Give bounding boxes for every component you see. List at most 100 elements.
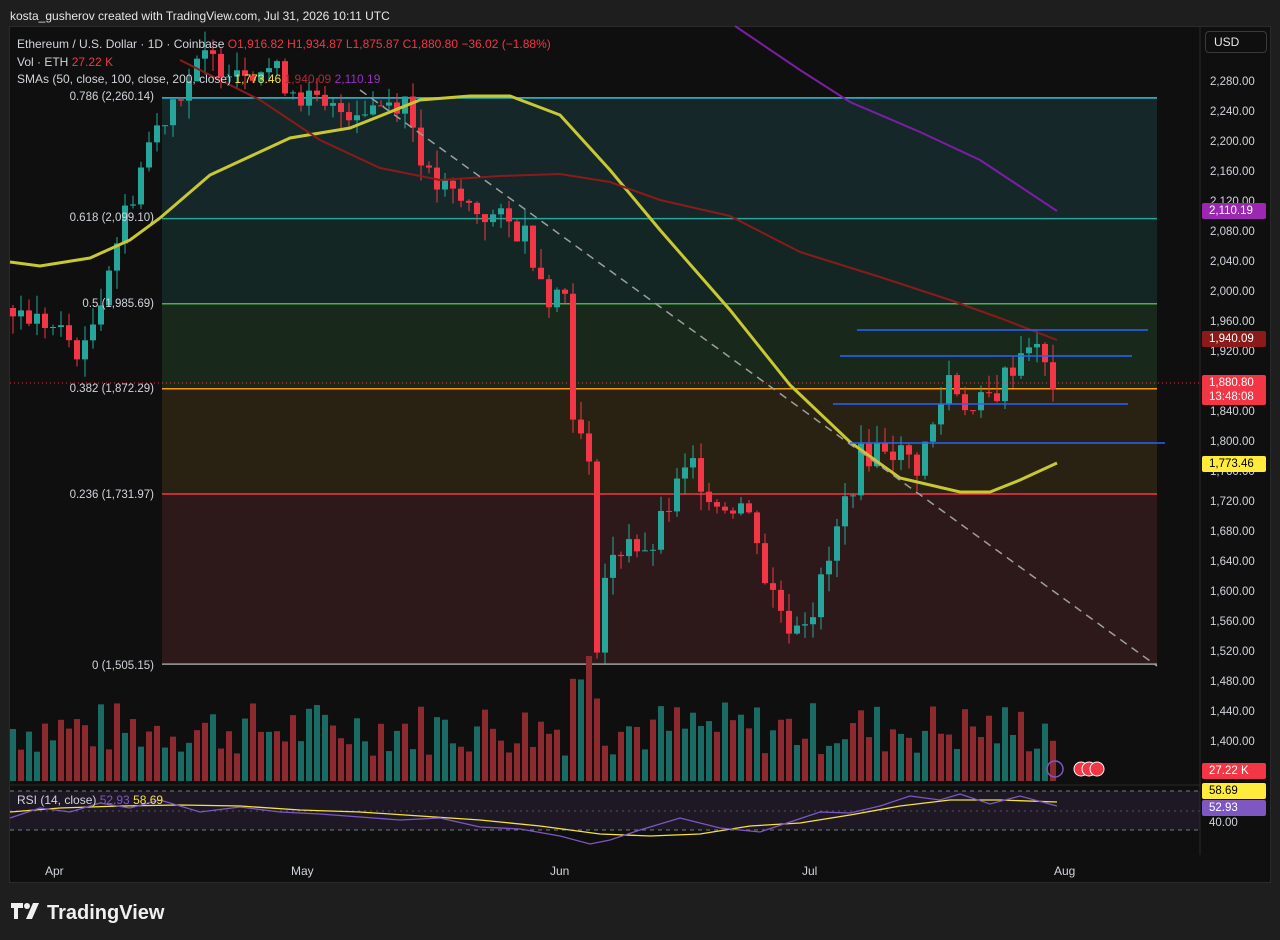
candle-body xyxy=(330,103,336,106)
fib-band xyxy=(162,388,1157,495)
candle-body xyxy=(530,225,536,268)
candle-body xyxy=(338,103,344,113)
candle-body xyxy=(914,454,920,476)
candle-body xyxy=(218,53,224,77)
candle-body xyxy=(202,50,208,59)
volume-bar xyxy=(210,714,216,781)
volume-bar xyxy=(626,726,632,781)
fib-label-0: 0 (1,505.15) xyxy=(91,660,154,672)
candle-body xyxy=(618,554,624,557)
volume-bar xyxy=(714,731,720,781)
volume-bar xyxy=(522,712,528,781)
candle-body xyxy=(1042,343,1048,363)
candle-body xyxy=(586,433,592,462)
volume-bar xyxy=(242,718,248,781)
volume-bar xyxy=(482,709,488,781)
volume-bar xyxy=(410,749,416,781)
volume-bar xyxy=(1026,751,1032,781)
volume-bar xyxy=(258,731,264,781)
sma200-value: 2,110.19 xyxy=(334,72,381,86)
candle-body xyxy=(834,526,840,561)
candle-body xyxy=(314,90,320,95)
volume-bar xyxy=(298,741,304,781)
candle-body xyxy=(466,200,472,203)
price-axis-label: 2,000.00 xyxy=(1210,286,1255,298)
symbol-title[interactable]: Ethereum / U.S. Dollar · 1D · Coinbase xyxy=(17,37,225,51)
tradingview-logo-icon xyxy=(11,902,41,925)
sma50-line xyxy=(9,94,1058,494)
price-axis-label: 2,240.00 xyxy=(1210,106,1255,118)
volume-bar xyxy=(818,754,824,781)
price-tag: 1,773.46 xyxy=(1202,456,1266,472)
volume-bar xyxy=(170,736,176,781)
candle-body xyxy=(1034,343,1040,348)
volume-bar xyxy=(186,742,192,781)
price-axis-label: 1,800.00 xyxy=(1210,436,1255,448)
volume-bar xyxy=(402,723,408,781)
volume-bar xyxy=(458,746,464,781)
candle-body xyxy=(66,325,72,341)
candle-body xyxy=(1018,353,1024,376)
candle-body xyxy=(698,458,704,492)
volume-bar xyxy=(114,703,120,781)
candle-body xyxy=(890,451,896,461)
volume-bar xyxy=(194,730,200,781)
candle-body xyxy=(650,549,656,551)
fib-label-0382: 0.382 (1,872.29) xyxy=(69,383,154,395)
candle-body xyxy=(1002,367,1008,402)
price-axis-label: 1,480.00 xyxy=(1210,676,1255,688)
volume-bar xyxy=(514,743,520,781)
volume-bar xyxy=(850,723,856,781)
flag-icon xyxy=(1089,761,1105,777)
candle-body xyxy=(418,127,424,166)
volume-bar xyxy=(738,714,744,781)
price-tag: 13:48:08 xyxy=(1202,389,1266,405)
volume-bar xyxy=(426,754,432,781)
candle-body xyxy=(42,313,48,328)
volume-bar xyxy=(386,751,392,781)
candle-body xyxy=(554,289,560,308)
currency-button[interactable]: USD xyxy=(1205,31,1267,53)
volume-bar xyxy=(858,710,864,781)
volume-bar xyxy=(346,744,352,781)
candle-body xyxy=(562,289,568,294)
candle-body xyxy=(570,293,576,420)
volume-bar xyxy=(98,704,104,781)
volume-label[interactable]: Vol · ETH xyxy=(17,54,69,69)
candle-body xyxy=(682,467,688,479)
candle-body xyxy=(90,324,96,341)
candle-body xyxy=(906,445,912,455)
price-axis-label: 2,200.00 xyxy=(1210,136,1255,148)
tradingview-logo[interactable]: TradingView xyxy=(11,902,164,925)
candle-body xyxy=(226,76,232,78)
volume-bar xyxy=(978,737,984,781)
volume-bar xyxy=(466,751,472,781)
volume-bar xyxy=(418,706,424,781)
candle-body xyxy=(10,308,16,317)
volume-bar xyxy=(122,732,128,781)
candle-body xyxy=(370,105,376,115)
candle-body xyxy=(1026,347,1032,354)
volume-bar xyxy=(642,749,648,781)
sma-label[interactable]: SMAs (50, close, 100, close, 200, close) xyxy=(17,72,232,86)
volume-bar xyxy=(306,708,312,781)
rsi-label[interactable]: RSI (14, close) xyxy=(17,793,97,807)
price-axis-label: 1,680.00 xyxy=(1210,526,1255,538)
fib-band xyxy=(162,303,1157,389)
candle-body xyxy=(770,583,776,590)
volume-bar xyxy=(578,679,584,781)
volume-bar xyxy=(874,706,880,781)
candle-body xyxy=(450,180,456,189)
fib-band xyxy=(162,218,1157,304)
candle-body xyxy=(194,58,200,82)
rsi-tag: 40.00 xyxy=(1209,817,1238,829)
volume-bar xyxy=(146,731,152,781)
volume-bar xyxy=(58,719,64,781)
volume-bar xyxy=(898,733,904,781)
volume-bar xyxy=(994,743,1000,781)
candle-body xyxy=(186,81,192,101)
candle-body xyxy=(978,392,984,411)
volume-bar xyxy=(842,739,848,781)
candle-body xyxy=(378,105,384,107)
